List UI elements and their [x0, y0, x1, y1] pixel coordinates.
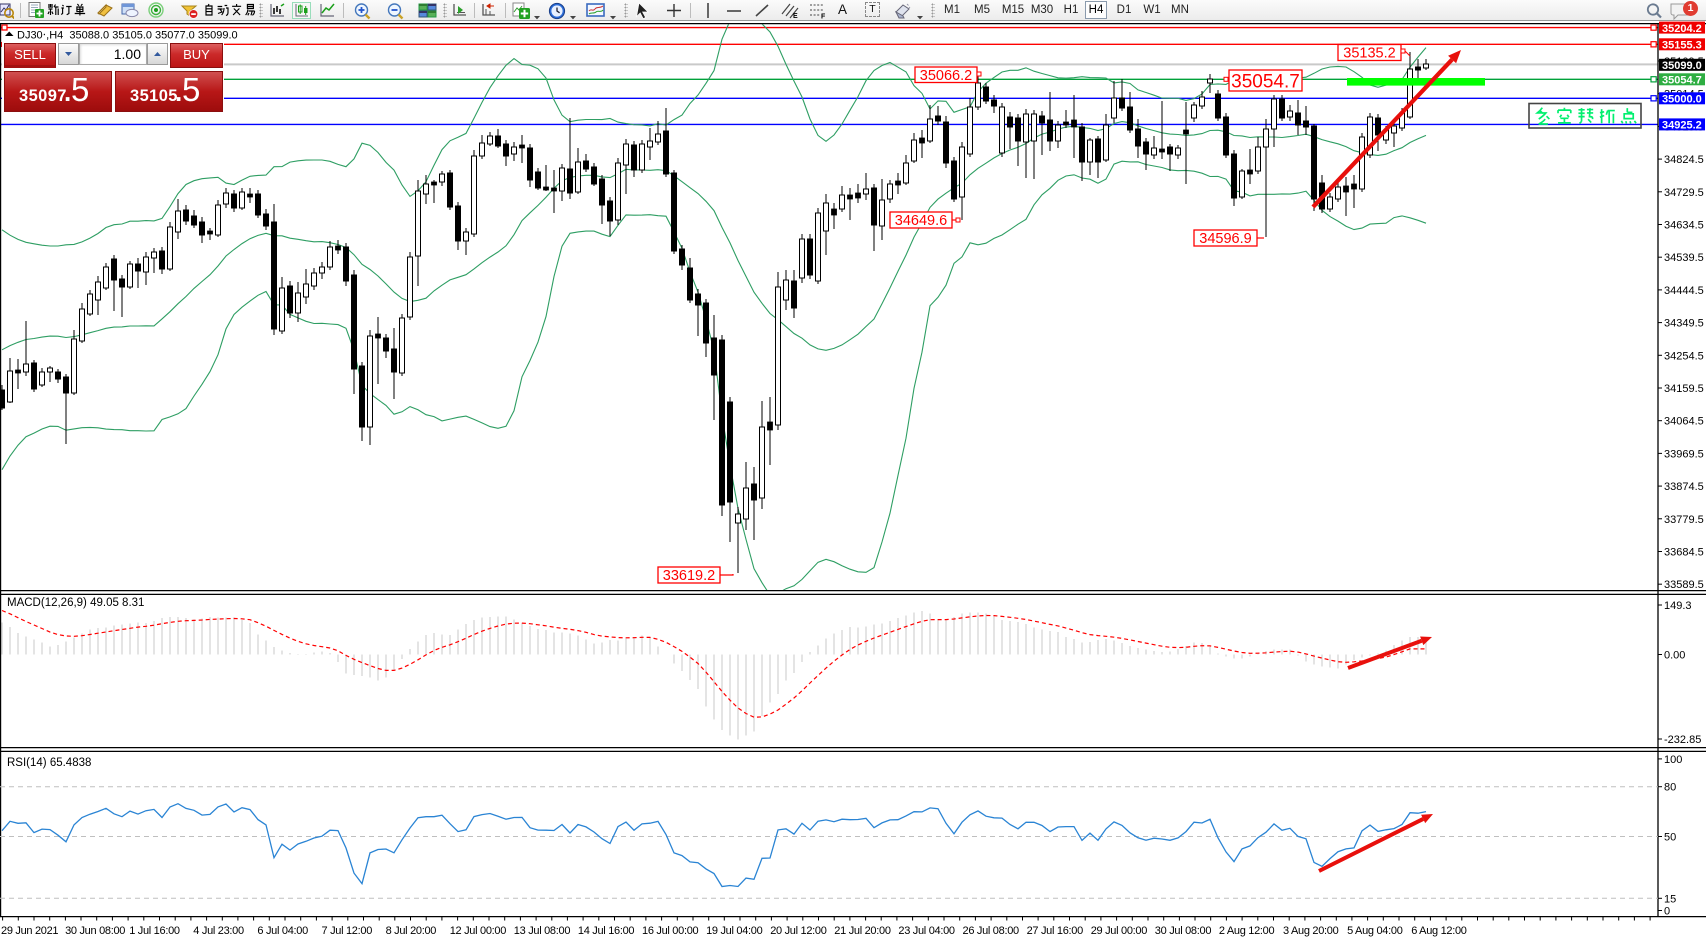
svg-text:34159.5: 34159.5 [1664, 383, 1704, 395]
svg-text:29 Jun 2021: 29 Jun 2021 [1, 925, 58, 937]
svg-text:30 Jul 08:00: 30 Jul 08:00 [1155, 925, 1212, 937]
svg-text:MACD(12,26,9) 49.05 8.31: MACD(12,26,9) 49.05 8.31 [7, 597, 144, 609]
svg-text:15: 15 [1664, 893, 1676, 905]
svg-text:F: F [821, 14, 826, 20]
svg-text:34254.5: 34254.5 [1664, 350, 1704, 362]
svg-text:0.00: 0.00 [1664, 650, 1685, 662]
svg-text:34729.5: 34729.5 [1664, 187, 1704, 199]
svg-text:14 Jul 16:00: 14 Jul 16:00 [578, 925, 635, 937]
svg-text:35099.0: 35099.0 [1662, 60, 1702, 72]
svg-text:2 Aug 12:00: 2 Aug 12:00 [1219, 925, 1275, 937]
svg-text:1 Jul 16:00: 1 Jul 16:00 [129, 925, 180, 937]
svg-text:35066.2: 35066.2 [920, 68, 972, 84]
svg-text:35054.7: 35054.7 [1662, 75, 1702, 87]
svg-text:6 Jul 04:00: 6 Jul 04:00 [257, 925, 308, 937]
svg-text:33684.5: 33684.5 [1664, 546, 1704, 558]
svg-text:27 Jul 16:00: 27 Jul 16:00 [1027, 925, 1084, 937]
svg-text:80: 80 [1664, 782, 1676, 794]
svg-text:33969.5: 33969.5 [1664, 448, 1704, 460]
svg-text:16 Jul 00:00: 16 Jul 00:00 [642, 925, 699, 937]
svg-text:35054.7: 35054.7 [1231, 71, 1300, 92]
svg-text:35204.2: 35204.2 [1662, 23, 1702, 35]
svg-text:34925.2: 34925.2 [1662, 120, 1702, 132]
svg-text:7 Jul 12:00: 7 Jul 12:00 [322, 925, 373, 937]
svg-text:34634.5: 34634.5 [1664, 219, 1704, 231]
svg-text:29 Jul 00:00: 29 Jul 00:00 [1091, 925, 1148, 937]
svg-text:34349.5: 34349.5 [1664, 318, 1704, 330]
svg-text:6 Aug 12:00: 6 Aug 12:00 [1411, 925, 1467, 937]
svg-text:149.3: 149.3 [1664, 600, 1692, 612]
svg-text:8 Jul 20:00: 8 Jul 20:00 [386, 925, 437, 937]
svg-text:3 Aug 20:00: 3 Aug 20:00 [1283, 925, 1339, 937]
svg-text:21 Jul 20:00: 21 Jul 20:00 [834, 925, 891, 937]
svg-text:19 Jul 04:00: 19 Jul 04:00 [706, 925, 763, 937]
svg-text:34444.5: 34444.5 [1664, 285, 1704, 297]
svg-text:-232.85: -232.85 [1664, 734, 1701, 746]
svg-text:12 Jul 00:00: 12 Jul 00:00 [450, 925, 507, 937]
svg-text:35135.2: 35135.2 [1343, 46, 1395, 62]
svg-text:34596.9: 34596.9 [1199, 231, 1251, 247]
svg-text:34539.5: 34539.5 [1664, 252, 1704, 264]
svg-text:4 Jul 23:00: 4 Jul 23:00 [193, 925, 244, 937]
svg-text:5 Aug 04:00: 5 Aug 04:00 [1347, 925, 1403, 937]
svg-text:33619.2: 33619.2 [663, 568, 715, 584]
svg-text:13 Jul 08:00: 13 Jul 08:00 [514, 925, 571, 937]
svg-text:30 Jun 08:00: 30 Jun 08:00 [65, 925, 125, 937]
svg-text:26 Jul 08:00: 26 Jul 08:00 [963, 925, 1020, 937]
svg-text:50: 50 [1664, 832, 1676, 844]
svg-text:35155.3: 35155.3 [1662, 40, 1702, 52]
svg-text:33589.5: 33589.5 [1664, 579, 1704, 591]
svg-text:34649.6: 34649.6 [895, 213, 947, 229]
svg-text:23 Jul 04:00: 23 Jul 04:00 [898, 925, 955, 937]
svg-text:33874.5: 33874.5 [1664, 481, 1704, 493]
svg-text:35000.0: 35000.0 [1662, 94, 1702, 106]
svg-text:20 Jul 12:00: 20 Jul 12:00 [770, 925, 827, 937]
svg-text:DJ30‧,H4 35088.0 35105.0 3507: DJ30‧,H4 35088.0 35105.0 35077.0 35099.0 [17, 30, 238, 42]
svg-text:100: 100 [1664, 754, 1682, 766]
svg-text:34824.5: 34824.5 [1664, 154, 1704, 166]
svg-text:0: 0 [1664, 906, 1670, 918]
svg-text:RSI(14) 65.4838: RSI(14) 65.4838 [7, 757, 91, 769]
svg-text:E: E [793, 13, 798, 19]
svg-text:33779.5: 33779.5 [1664, 514, 1704, 526]
svg-text:34064.5: 34064.5 [1664, 416, 1704, 428]
